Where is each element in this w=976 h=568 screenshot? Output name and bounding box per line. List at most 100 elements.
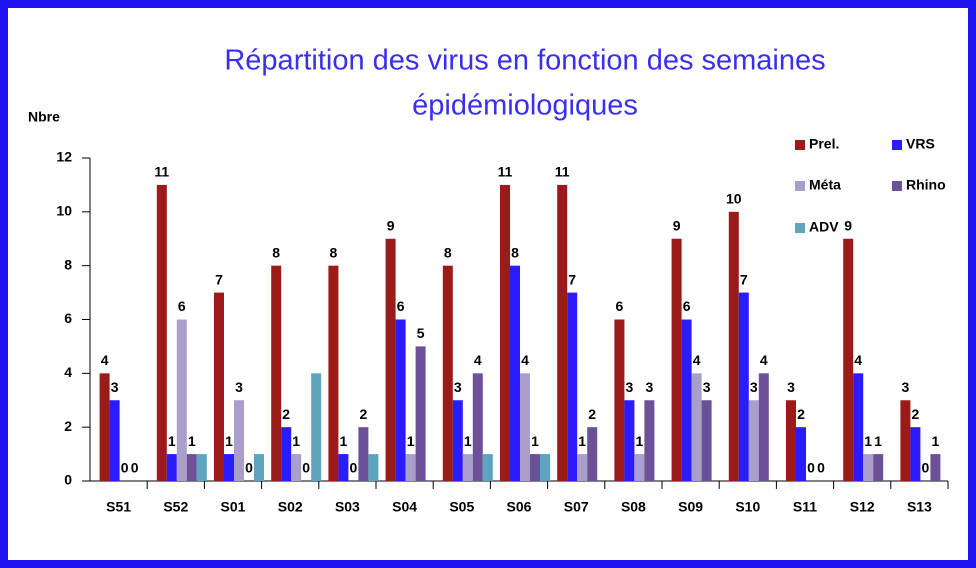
data-label: 1 (531, 433, 539, 449)
legend-swatch (795, 181, 805, 191)
bar (358, 427, 369, 481)
data-label: 3 (454, 379, 462, 395)
x-tick-label: S08 (621, 499, 646, 515)
data-label: 0 (350, 460, 358, 476)
y-tick-label: 12 (56, 149, 72, 165)
bar (691, 373, 702, 481)
bar (614, 319, 625, 481)
bar (587, 427, 598, 481)
bar (234, 400, 244, 481)
bar (462, 454, 473, 481)
data-label: 9 (844, 217, 852, 233)
bar (368, 454, 379, 481)
data-label: 1 (464, 433, 472, 449)
data-label: 8 (272, 244, 280, 260)
y-tick-label: 6 (64, 310, 72, 326)
data-label: 4 (474, 352, 482, 368)
x-tick-label: S01 (221, 499, 246, 515)
data-label: 6 (683, 298, 691, 314)
bar (900, 400, 911, 481)
data-label: 6 (397, 298, 405, 314)
data-label: 0 (131, 460, 139, 476)
bar (738, 292, 749, 481)
data-label: 1 (407, 433, 415, 449)
bar (701, 400, 712, 481)
data-label: 1 (225, 433, 233, 449)
x-tick-label: S05 (449, 499, 474, 515)
bar (510, 265, 520, 481)
legend-swatch (795, 223, 805, 233)
data-label: 7 (215, 271, 223, 287)
data-label: 3 (235, 379, 243, 395)
bar (281, 427, 292, 481)
legend-swatch (892, 181, 902, 191)
bar (786, 400, 796, 481)
y-tick-label: 10 (56, 203, 72, 219)
data-label: 0 (245, 460, 253, 476)
chart-subtitle: épidémiologiques (412, 90, 638, 122)
y-tick-label: 0 (64, 472, 72, 488)
data-label: 4 (854, 352, 862, 368)
bar (224, 454, 234, 481)
bar (442, 265, 453, 481)
legend-label: Prel. (809, 136, 839, 152)
data-label: 0 (807, 460, 815, 476)
x-tick-label: S52 (163, 499, 188, 515)
data-label: 10 (726, 191, 742, 207)
bar (567, 292, 578, 481)
bar (624, 400, 635, 481)
data-label: 6 (178, 298, 186, 314)
bar (758, 373, 769, 481)
bar (271, 265, 282, 481)
data-label: 4 (760, 352, 768, 368)
x-tick-label: S10 (735, 499, 760, 515)
data-label: 4 (521, 352, 529, 368)
x-tick-label: S07 (564, 499, 589, 515)
bar (328, 265, 339, 481)
data-label: 1 (636, 433, 644, 449)
x-tick-label: S03 (335, 499, 360, 515)
bar (214, 292, 224, 481)
data-label: 9 (387, 217, 395, 233)
bar (395, 319, 406, 481)
bar (405, 454, 416, 481)
legend-label: Rhino (906, 177, 946, 193)
bar (482, 454, 493, 481)
data-label: 8 (511, 244, 519, 260)
data-label: 3 (703, 379, 711, 395)
bar (540, 454, 550, 481)
bar (873, 454, 884, 481)
data-label: 2 (912, 406, 920, 422)
legend-label: ADV (809, 219, 839, 235)
bar (644, 400, 655, 481)
x-tick-label: S12 (850, 499, 875, 515)
bar (186, 454, 197, 481)
data-label: 3 (902, 379, 910, 395)
bar (291, 454, 302, 481)
bar (176, 319, 187, 481)
legend-label: VRS (906, 136, 935, 152)
data-label: 1 (578, 433, 586, 449)
bar (863, 454, 874, 481)
data-label: 0 (817, 460, 825, 476)
bar (930, 454, 941, 481)
y-tick-label: 4 (64, 364, 72, 380)
legend-swatch (892, 140, 902, 150)
legend-label: Méta (809, 177, 841, 193)
bar (681, 319, 692, 481)
data-label: 7 (568, 271, 576, 287)
x-tick-label: S06 (507, 499, 532, 515)
x-tick-label: S51 (106, 499, 131, 515)
data-label: 5 (417, 325, 425, 341)
bar (311, 373, 322, 481)
x-tick-label: S02 (278, 499, 303, 515)
bar (500, 184, 510, 481)
legend-swatch (795, 140, 805, 150)
y-tick-label: 8 (64, 256, 72, 272)
x-tick-label: S11 (793, 499, 817, 515)
bar (99, 373, 110, 481)
x-tick-label: S04 (392, 499, 417, 515)
bar (557, 184, 568, 481)
data-label: 2 (588, 406, 596, 422)
